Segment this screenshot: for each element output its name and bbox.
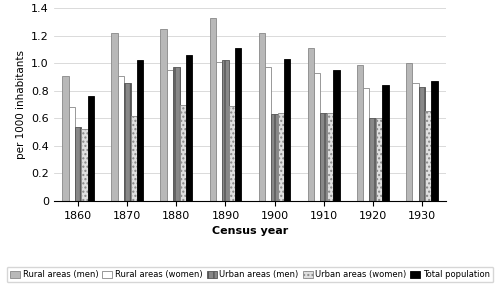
Bar: [167, 70, 173, 201]
Y-axis label: per 1000 inhabitants: per 1000 inhabitants: [16, 50, 26, 159]
Bar: [265, 67, 272, 201]
Bar: [112, 33, 117, 201]
Bar: [82, 129, 88, 201]
Bar: [216, 62, 222, 201]
Bar: [314, 73, 320, 201]
Bar: [173, 67, 180, 201]
Bar: [425, 111, 432, 201]
Bar: [333, 70, 340, 201]
Bar: [258, 33, 265, 201]
Bar: [382, 85, 388, 201]
Bar: [320, 113, 327, 201]
Bar: [118, 75, 124, 201]
Bar: [88, 96, 94, 201]
Bar: [363, 88, 370, 201]
Bar: [180, 104, 186, 201]
Bar: [370, 118, 376, 201]
Bar: [160, 29, 167, 201]
Bar: [186, 55, 192, 201]
Bar: [308, 48, 314, 201]
Bar: [222, 61, 228, 201]
Bar: [210, 18, 216, 201]
Bar: [376, 118, 382, 201]
Bar: [432, 81, 438, 201]
Bar: [130, 116, 137, 201]
Bar: [406, 63, 412, 201]
Bar: [62, 75, 68, 201]
Bar: [418, 87, 425, 201]
Bar: [356, 65, 363, 201]
X-axis label: Census year: Census year: [212, 226, 288, 236]
Bar: [228, 106, 235, 201]
Bar: [272, 114, 278, 201]
Bar: [235, 48, 242, 201]
Bar: [412, 82, 418, 201]
Bar: [278, 113, 284, 201]
Bar: [75, 127, 82, 201]
Bar: [124, 82, 130, 201]
Bar: [284, 59, 290, 201]
Bar: [137, 61, 143, 201]
Bar: [327, 113, 333, 201]
Legend: Rural areas (men), Rural areas (women), Urban areas (men), Urban areas (women), : Rural areas (men), Rural areas (women), …: [6, 267, 494, 282]
Bar: [68, 107, 75, 201]
